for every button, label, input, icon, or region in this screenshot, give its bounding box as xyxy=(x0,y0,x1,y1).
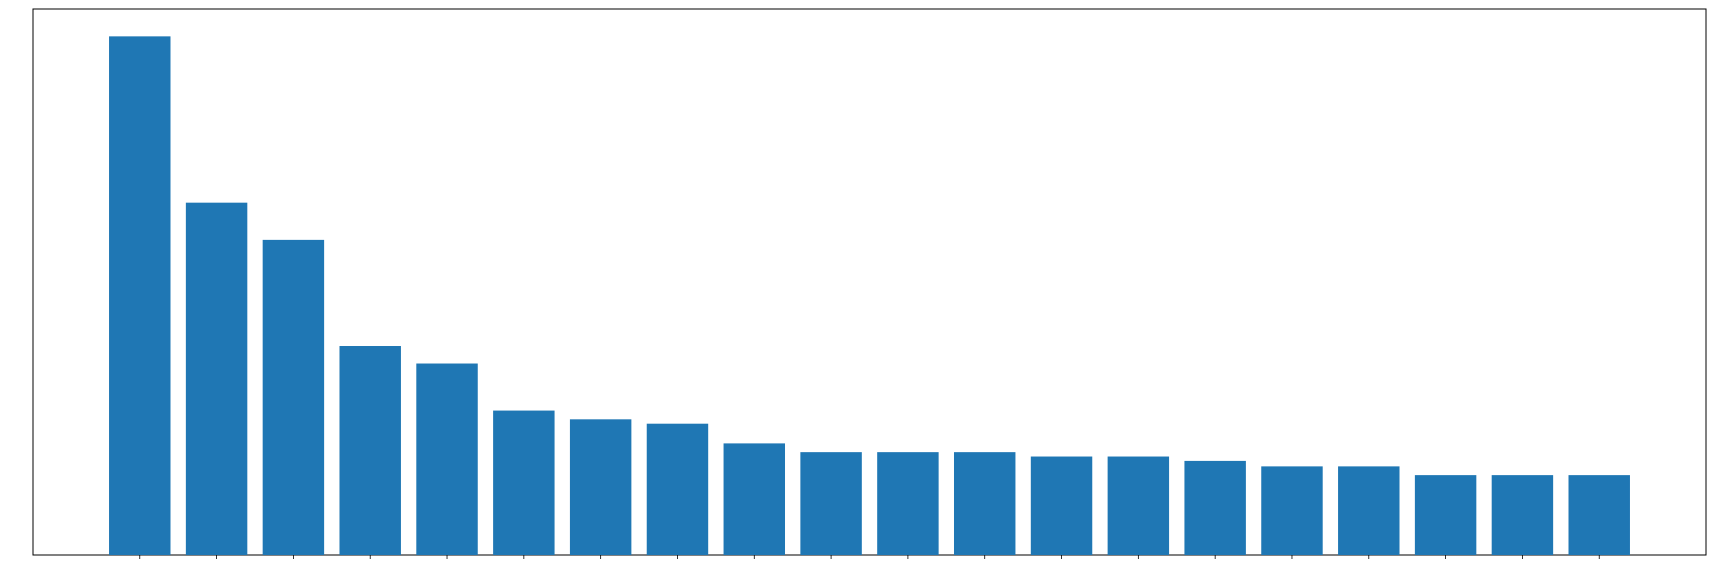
bar xyxy=(185,202,248,556)
bar xyxy=(800,452,862,555)
bar xyxy=(262,239,325,555)
bar xyxy=(569,419,632,555)
bar xyxy=(877,452,939,555)
bar xyxy=(953,452,1016,555)
bar xyxy=(339,346,401,555)
bar xyxy=(1261,466,1323,555)
bar xyxy=(1107,456,1170,555)
plot-frame xyxy=(32,8,1707,556)
bar xyxy=(416,363,478,555)
bar xyxy=(1338,466,1400,555)
bar xyxy=(1568,475,1630,555)
bar xyxy=(1414,475,1477,555)
bar xyxy=(723,443,786,555)
bar xyxy=(1491,475,1554,555)
bar xyxy=(109,36,171,555)
bar xyxy=(493,410,555,555)
bar xyxy=(1184,460,1246,555)
bar xyxy=(646,423,709,555)
bar xyxy=(1030,456,1093,555)
